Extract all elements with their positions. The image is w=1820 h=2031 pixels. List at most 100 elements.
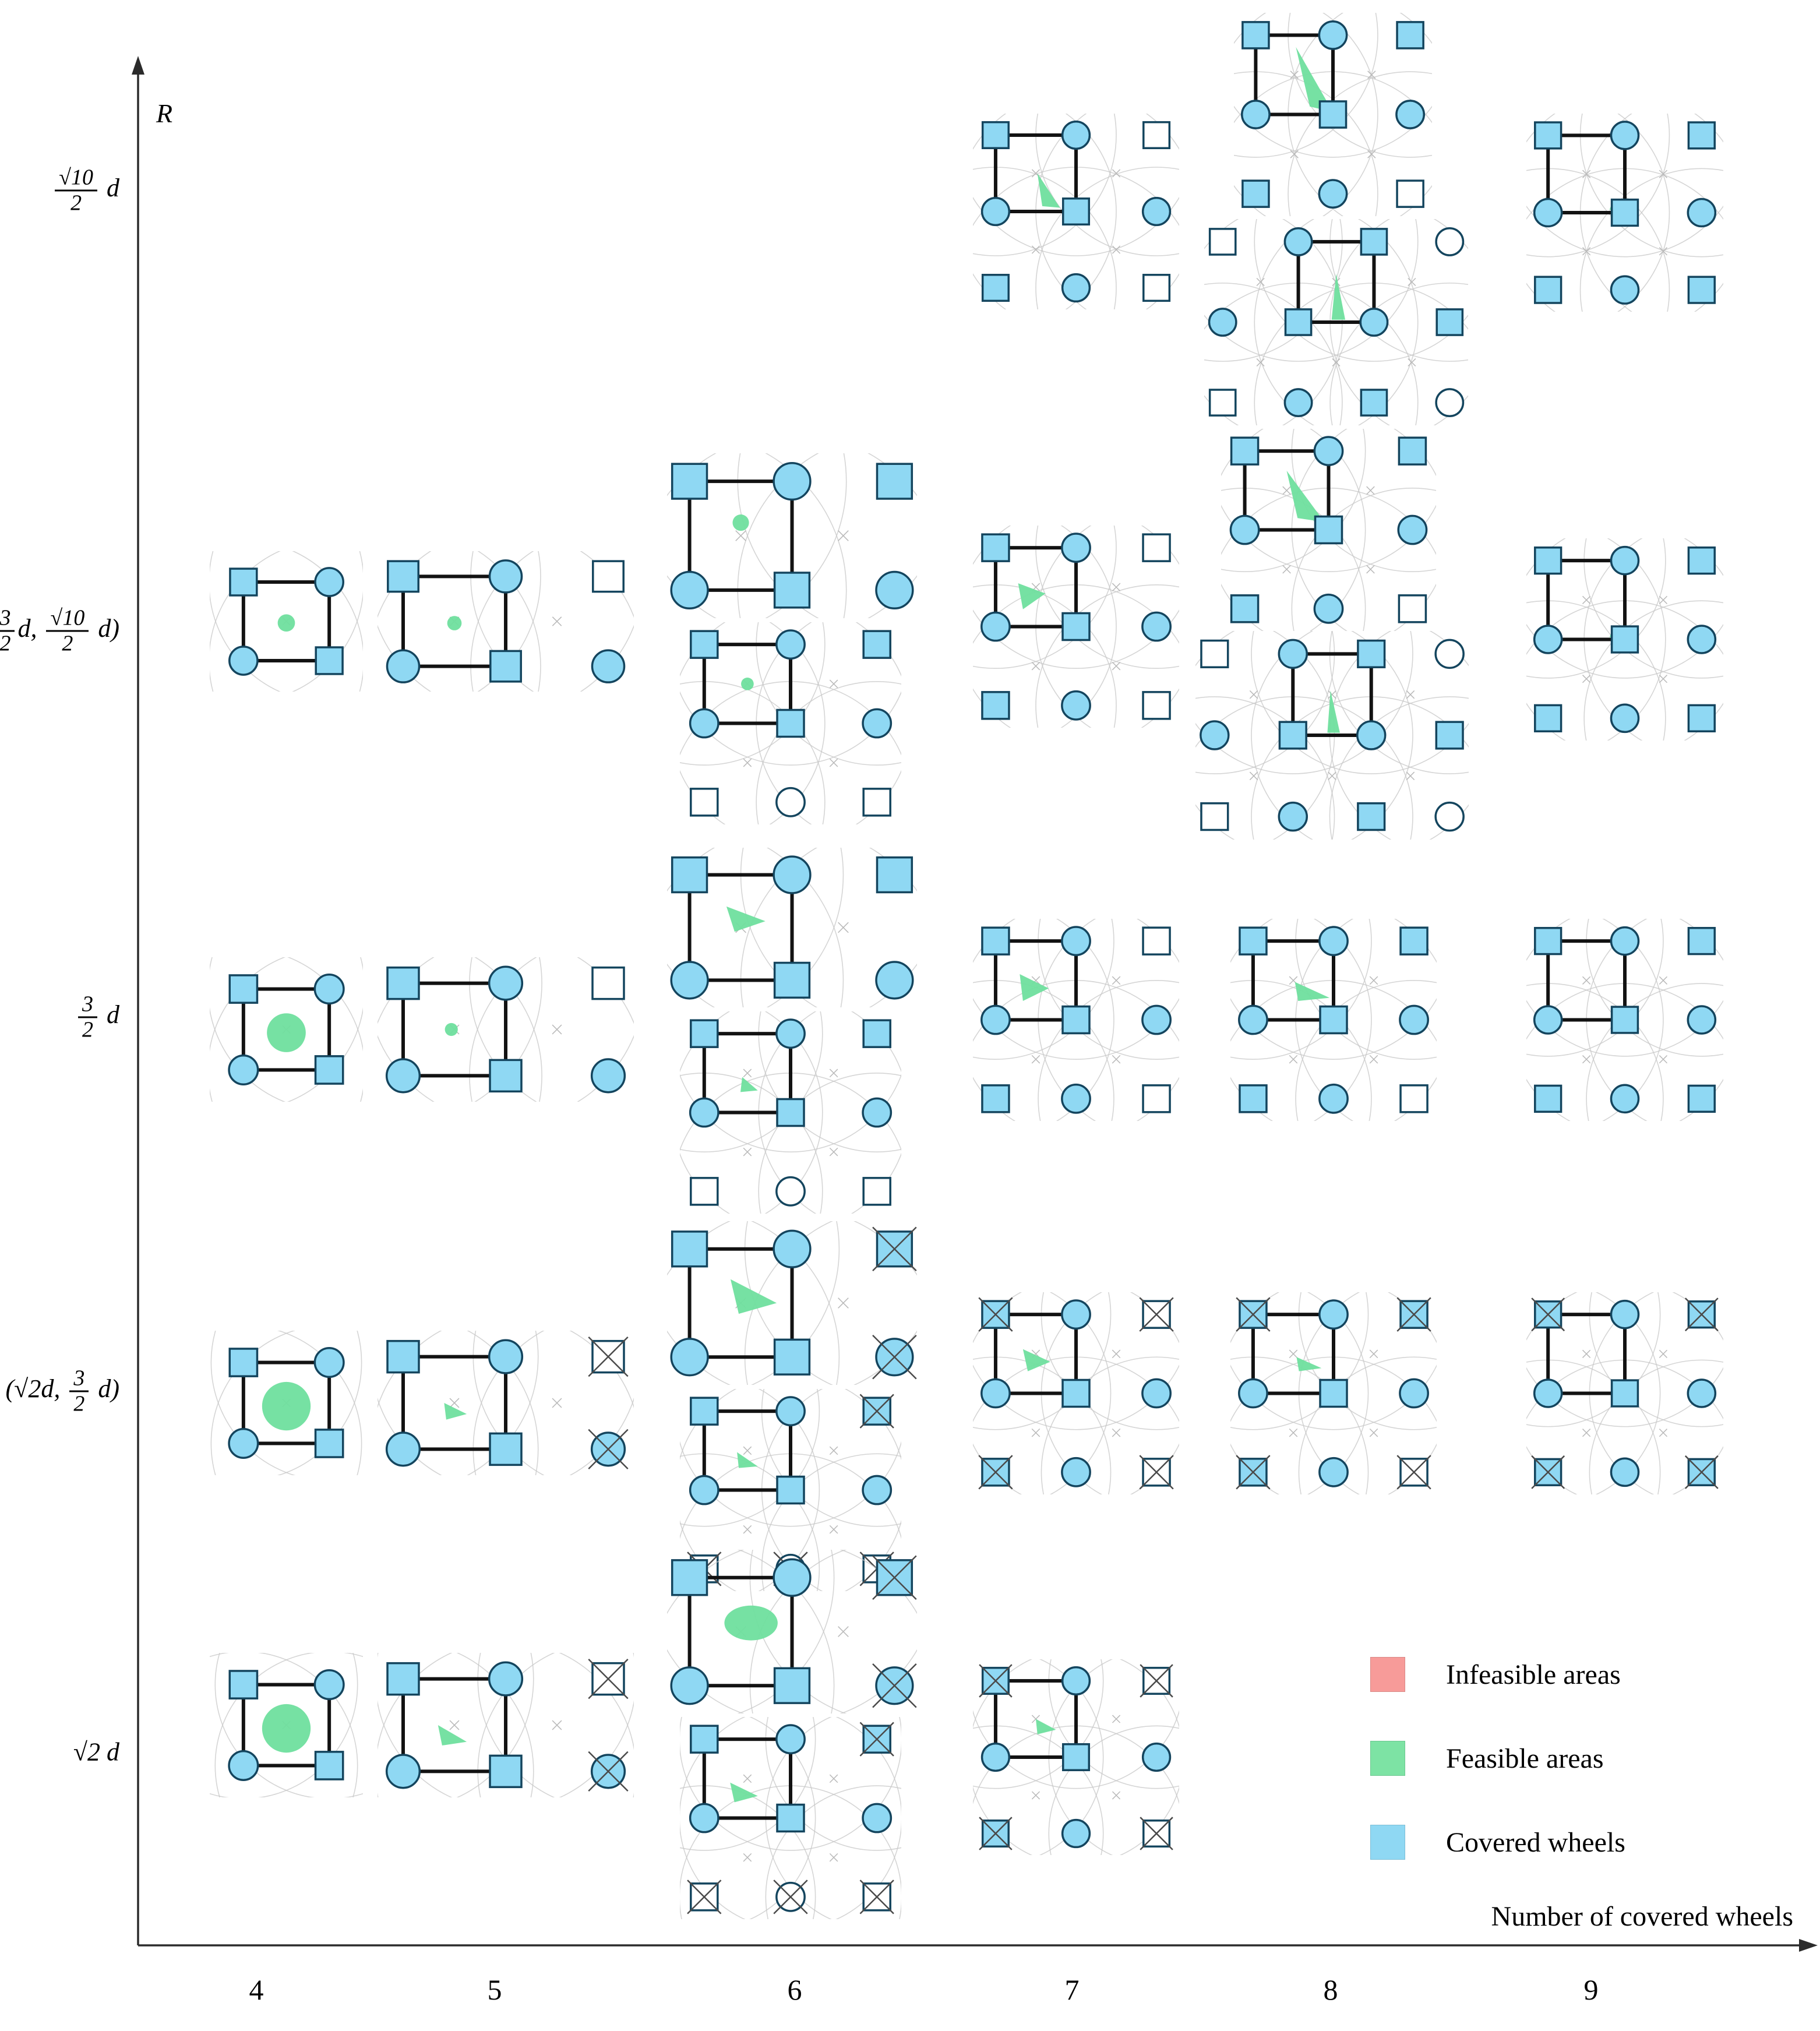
coverage-arc bbox=[765, 453, 847, 618]
covered-wheel-square bbox=[1534, 546, 1562, 575]
coverage-arc bbox=[737, 1550, 835, 1713]
feasible-area bbox=[737, 1452, 758, 1468]
uncovered-wheel-square bbox=[862, 788, 891, 817]
covered-wheel-circle bbox=[862, 1097, 893, 1128]
coverage-arc bbox=[1251, 631, 1469, 840]
covered-wheel-circle bbox=[1061, 1083, 1091, 1114]
pattern-cross bbox=[829, 1853, 838, 1862]
pattern-cross bbox=[552, 1024, 562, 1035]
covered-wheel-square bbox=[773, 1667, 811, 1704]
feasible-area bbox=[1331, 274, 1346, 320]
robot-footprint bbox=[241, 1683, 331, 1768]
covered-wheel-square bbox=[690, 1725, 719, 1754]
coverage-arc bbox=[1234, 13, 1378, 158]
pattern-cross bbox=[449, 1720, 460, 1730]
coverage-arc bbox=[1607, 538, 1666, 741]
covered-wheel-circle bbox=[591, 649, 626, 683]
coverage-arc bbox=[1307, 1292, 1369, 1494]
pattern-cross bbox=[552, 1720, 562, 1730]
pattern-cross bbox=[1369, 1428, 1378, 1437]
covered-wheel-circle bbox=[1141, 196, 1172, 227]
covered-wheel-square bbox=[1357, 802, 1386, 831]
covered-wheel-circle bbox=[488, 559, 523, 594]
wheel-cross-mark bbox=[859, 1722, 894, 1757]
covered-wheel-square bbox=[314, 1055, 344, 1085]
robot-footprint bbox=[993, 1679, 1078, 1759]
coverage-arc bbox=[765, 453, 847, 618]
robot-footprint bbox=[401, 574, 507, 668]
covered-wheel-circle bbox=[689, 1097, 719, 1128]
covered-wheel-square bbox=[1687, 546, 1716, 575]
coverage-arc bbox=[758, 1073, 901, 1214]
wheel-config-diagram-29 bbox=[680, 1717, 901, 1919]
coverage-arc bbox=[474, 957, 542, 1102]
coverage-arc bbox=[680, 622, 826, 766]
covered-wheel-square bbox=[690, 1397, 719, 1426]
wheel-cross-mark bbox=[1139, 1297, 1174, 1332]
pattern-cross bbox=[743, 1446, 752, 1455]
pattern-cross bbox=[1112, 976, 1121, 985]
coverage-arc bbox=[766, 848, 844, 1007]
legend-label: Infeasible areas bbox=[1446, 1659, 1621, 1690]
covered-wheel-circle bbox=[1061, 273, 1091, 303]
covered-wheel-square bbox=[773, 572, 811, 609]
covered-wheel-square bbox=[489, 1059, 523, 1093]
coverage-arc bbox=[1526, 623, 1723, 679]
feasible-area bbox=[267, 1013, 306, 1052]
pattern-cross bbox=[1328, 771, 1336, 781]
coverage-arc bbox=[214, 1653, 363, 1797]
covered-wheel-circle bbox=[862, 1475, 893, 1505]
legend-label: Feasible areas bbox=[1446, 1743, 1604, 1774]
coverage-arc bbox=[1195, 696, 1335, 840]
covered-wheel-square bbox=[773, 1338, 811, 1376]
robot-footprint bbox=[993, 939, 1078, 1022]
covered-wheel-circle bbox=[228, 1750, 259, 1781]
uncovered-wheel-square bbox=[1200, 639, 1229, 668]
coverage-arc bbox=[1195, 631, 1413, 774]
pattern-cross bbox=[838, 530, 849, 541]
covered-wheel-square bbox=[1239, 926, 1268, 955]
covered-wheel-circle bbox=[1533, 1378, 1563, 1408]
coverage-arc bbox=[210, 1331, 363, 1475]
coverage-arc bbox=[1254, 219, 1468, 362]
wheel-config-diagram-27 bbox=[378, 1653, 634, 1797]
coverage-arc bbox=[1204, 219, 1419, 362]
pattern-cross bbox=[735, 530, 746, 541]
pattern-cross bbox=[829, 679, 838, 689]
covered-wheel-circle bbox=[313, 1669, 345, 1701]
legend-item-covered-wheels: Covered wheels bbox=[1370, 1800, 1625, 1884]
covered-wheel-circle bbox=[1318, 1083, 1349, 1114]
uncovered-wheel-square bbox=[1142, 691, 1171, 720]
covered-wheel-square bbox=[1687, 927, 1716, 955]
coverage-arc bbox=[1583, 600, 1723, 741]
coverage-arc bbox=[751, 1221, 840, 1385]
pattern-cross bbox=[1249, 690, 1258, 699]
feasible-area bbox=[730, 1782, 758, 1803]
covered-wheel-circle bbox=[1399, 1004, 1429, 1035]
covered-wheel-square bbox=[690, 1019, 719, 1048]
covered-wheel-square bbox=[1610, 198, 1639, 227]
covered-wheel-square bbox=[981, 121, 1010, 149]
coverage-arc bbox=[765, 1785, 901, 1919]
coverage-arc bbox=[456, 1653, 534, 1797]
covered-wheel-circle bbox=[1687, 625, 1717, 654]
coverage-arc bbox=[1049, 1292, 1112, 1494]
covered-wheel-circle bbox=[1061, 533, 1091, 563]
covered-wheel-circle bbox=[1533, 625, 1563, 654]
covered-wheel-circle bbox=[1141, 1742, 1172, 1772]
covered-wheel-circle bbox=[1395, 100, 1426, 129]
coverage-arc bbox=[477, 551, 541, 692]
robot-footprint bbox=[993, 1313, 1078, 1395]
covered-wheel-circle bbox=[670, 1666, 709, 1705]
wheel-config-diagram-7 bbox=[680, 622, 901, 824]
covered-wheel-circle bbox=[1356, 720, 1387, 750]
wheel-cross-mark bbox=[1140, 1817, 1173, 1850]
pattern-cross bbox=[1582, 675, 1591, 683]
coverage-arc bbox=[749, 1717, 816, 1919]
coverage-arc bbox=[467, 1331, 539, 1475]
coverage-arc bbox=[1298, 1356, 1437, 1494]
pattern-cross bbox=[1112, 1715, 1121, 1723]
pattern-cross bbox=[552, 1398, 562, 1408]
coverage-arc bbox=[680, 1441, 901, 1527]
coverage-arc bbox=[761, 1453, 901, 1591]
